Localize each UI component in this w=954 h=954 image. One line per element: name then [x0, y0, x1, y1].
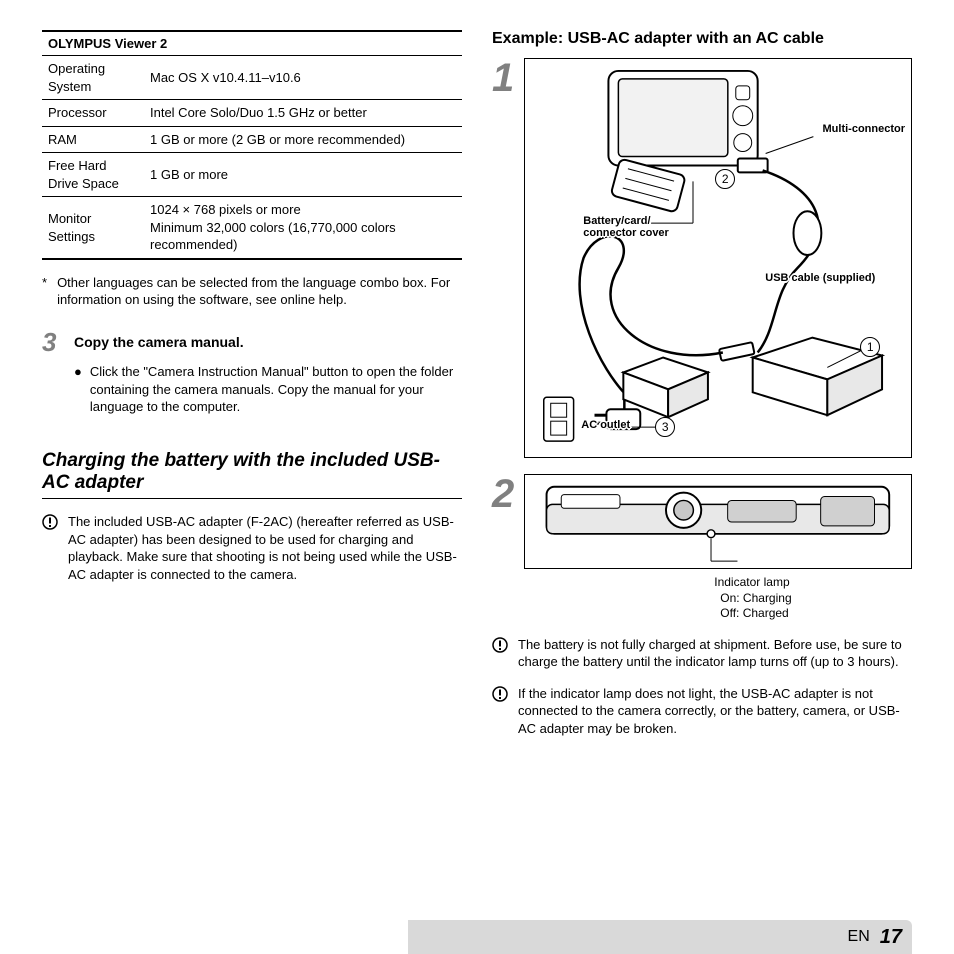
figure-2 [524, 474, 912, 569]
caution-icon [42, 514, 58, 530]
table-row: ProcessorIntel Core Solo/Duo 1.5 GHz or … [42, 100, 462, 127]
table-row: RAM1 GB or more (2 GB or more recommende… [42, 126, 462, 153]
page-footer: EN 17 [0, 920, 954, 954]
caution-note-1: The battery is not fully charged at ship… [492, 636, 912, 671]
bullet-text: Click the "Camera Instruction Manual" bu… [90, 363, 462, 416]
note-text: The battery is not fully charged at ship… [518, 636, 912, 671]
step-title: Copy the camera manual. [74, 334, 244, 350]
spec-table: OLYMPUS Viewer 2 Operating SystemMac OS … [42, 30, 462, 260]
caution-note-2: If the indicator lamp does not light, th… [492, 685, 912, 738]
indicator-on: On: Charging [714, 591, 912, 607]
indicator-off: Off: Charged [714, 606, 912, 622]
footer-page-number: 17 [880, 926, 902, 949]
note-text: The included USB-AC adapter (F-2AC) (her… [68, 513, 462, 583]
step-number: 2 [492, 474, 514, 514]
caution-icon [492, 637, 508, 653]
step-number: 1 [492, 58, 514, 98]
label-usb-cable: USB cable (supplied) [765, 272, 875, 284]
example-heading: Example: USB-AC adapter with an AC cable [492, 30, 912, 48]
table-row: Free Hard Drive Space1 GB or more [42, 153, 462, 197]
label-multi-connector: Multi-connector [823, 123, 906, 135]
step-bullet: ● Click the "Camera Instruction Manual" … [74, 363, 462, 416]
left-column: OLYMPUS Viewer 2 Operating SystemMac OS … [42, 30, 462, 738]
label-ac-outlet: AC outlet [581, 419, 630, 431]
table-row: Monitor Settings1024 × 768 pixels or mor… [42, 197, 462, 259]
table-header: OLYMPUS Viewer 2 [42, 31, 462, 56]
caution-icon [492, 686, 508, 702]
step-2: 2 [492, 474, 912, 622]
step-number: 3 [42, 329, 66, 355]
diagram-svg-2 [525, 475, 911, 568]
footer-lang: EN [848, 928, 870, 946]
section-heading: Charging the battery with the included U… [42, 450, 462, 500]
footnote-marker: * [42, 274, 47, 309]
footnote-text: Other languages can be selected from the… [57, 274, 462, 309]
indicator-label: Indicator lamp [714, 575, 912, 591]
diagram-svg [525, 59, 911, 457]
figure-1: 2 1 3 Multi-connector Battery/card/ conn… [524, 58, 912, 458]
label-battery-cover: Battery/card/ connector cover [583, 215, 669, 239]
bullet-icon: ● [74, 363, 82, 416]
step-1: 1 [492, 58, 912, 468]
indicator-caption: Indicator lamp On: Charging Off: Charged [714, 575, 912, 622]
step-3: 3 Copy the camera manual. [42, 329, 462, 355]
table-row: Operating SystemMac OS X v10.4.11–v10.6 [42, 56, 462, 100]
caution-note: The included USB-AC adapter (F-2AC) (her… [42, 513, 462, 583]
footnote: * Other languages can be selected from t… [42, 274, 462, 309]
note-text: If the indicator lamp does not light, th… [518, 685, 912, 738]
right-column: Example: USB-AC adapter with an AC cable… [492, 30, 912, 738]
